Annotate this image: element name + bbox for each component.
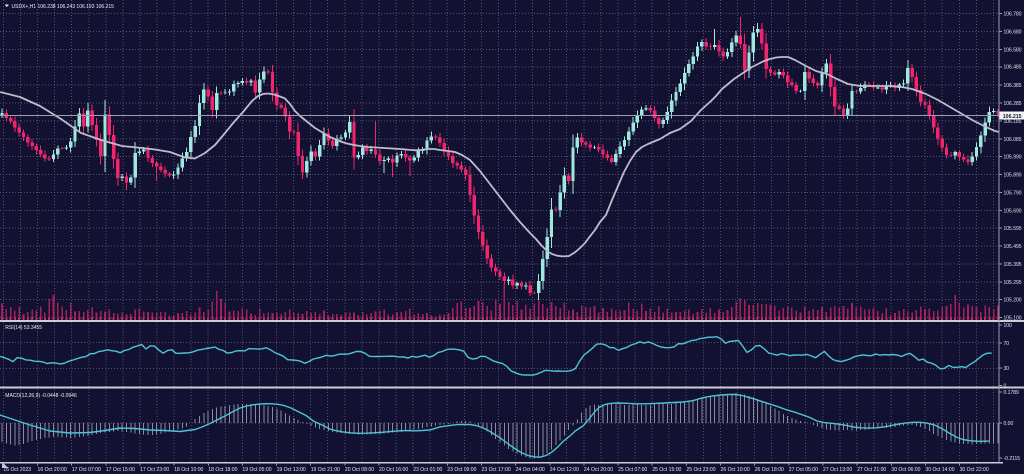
svg-text:-0.2115: -0.2115 — [1004, 456, 1021, 462]
svg-text:17 Oct 15:00: 17 Oct 15:00 — [106, 467, 135, 473]
svg-text:24 Oct 04:00: 24 Oct 04:00 — [516, 467, 545, 473]
svg-text:23 Oct 17:00: 23 Oct 17:00 — [482, 467, 511, 473]
svg-text:19 Oct 05:00: 19 Oct 05:00 — [242, 467, 271, 473]
svg-text:20 Oct 08:00: 20 Oct 08:00 — [345, 467, 374, 473]
svg-text:105.200: 105.200 — [1004, 297, 1022, 303]
svg-text:25 Oct 07:00: 25 Oct 07:00 — [618, 467, 647, 473]
svg-text:RSI(14) 53.3455: RSI(14) 53.3455 — [5, 325, 42, 331]
svg-text:19 Oct 13:00: 19 Oct 13:00 — [277, 467, 306, 473]
svg-text:105.395: 105.395 — [1004, 262, 1022, 268]
svg-text:105.790: 105.790 — [1004, 191, 1022, 197]
svg-text:16 Oct 2023: 16 Oct 2023 — [3, 467, 31, 473]
svg-text:25 Oct 15:00: 25 Oct 15:00 — [652, 467, 681, 473]
svg-text:0: 0 — [1004, 383, 1007, 389]
svg-text:106.215: 106.215 — [1003, 114, 1022, 120]
svg-text:0.00: 0.00 — [1004, 421, 1014, 427]
svg-text:25 Oct 23:00: 25 Oct 23:00 — [686, 467, 715, 473]
svg-text:105.990: 105.990 — [1004, 154, 1022, 160]
svg-text:105.595: 105.595 — [1004, 226, 1022, 232]
svg-text:106.285: 106.285 — [1004, 101, 1022, 107]
svg-text:106.780: 106.780 — [1004, 11, 1022, 17]
svg-text:27 Oct 05:00: 27 Oct 05:00 — [789, 467, 818, 473]
svg-text:30 Oct 14:00: 30 Oct 14:00 — [925, 467, 954, 473]
svg-text:106.485: 106.485 — [1004, 65, 1022, 71]
svg-text:30 Oct 06:00: 30 Oct 06:00 — [891, 467, 920, 473]
svg-text:70: 70 — [1004, 341, 1010, 347]
svg-text:20 Oct 16:00: 20 Oct 16:00 — [379, 467, 408, 473]
svg-text:27 Oct 13:00: 27 Oct 13:00 — [823, 467, 852, 473]
svg-text:24 Oct 20:00: 24 Oct 20:00 — [584, 467, 613, 473]
svg-text:105.690: 105.690 — [1004, 209, 1022, 215]
svg-text:16 Oct 20:00: 16 Oct 20:00 — [38, 467, 67, 473]
svg-text:0.1789: 0.1789 — [1004, 390, 1020, 396]
svg-text:27 Oct 21:00: 27 Oct 21:00 — [857, 467, 886, 473]
svg-text:23 Oct 01:00: 23 Oct 01:00 — [413, 467, 442, 473]
svg-text:18 Oct 18:00: 18 Oct 18:00 — [208, 467, 237, 473]
svg-text:106.580: 106.580 — [1004, 48, 1022, 54]
svg-text:17 Oct 07:00: 17 Oct 07:00 — [72, 467, 101, 473]
svg-text:30 Oct 22:00: 30 Oct 22:00 — [960, 467, 989, 473]
svg-text:30: 30 — [1004, 366, 1010, 372]
svg-text:106.385: 106.385 — [1004, 83, 1022, 89]
svg-text:USDX+,H1 106.238 106.243 106.1: USDX+,H1 106.238 106.243 106.193 106.215 — [12, 4, 115, 10]
svg-text:18 Oct 10:00: 18 Oct 10:00 — [174, 467, 203, 473]
svg-text:26 Oct 18:00: 26 Oct 18:00 — [755, 467, 784, 473]
svg-text:105.295: 105.295 — [1004, 280, 1022, 286]
svg-text:100: 100 — [1004, 323, 1013, 329]
svg-text:19 Oct 21:00: 19 Oct 21:00 — [311, 467, 340, 473]
svg-text:105.100: 105.100 — [1004, 315, 1022, 321]
svg-text:106.085: 106.085 — [1004, 137, 1022, 143]
svg-text:24 Oct 12:00: 24 Oct 12:00 — [550, 467, 579, 473]
svg-text:26 Oct 10:00: 26 Oct 10:00 — [721, 467, 750, 473]
svg-text:106.185: 106.185 — [1004, 119, 1022, 125]
svg-text:105.495: 105.495 — [1004, 244, 1022, 250]
svg-text:17 Oct 23:00: 17 Oct 23:00 — [140, 467, 169, 473]
svg-text:MACD(12,26,9) -0.0448 -0.0946: MACD(12,26,9) -0.0448 -0.0946 — [5, 393, 77, 399]
svg-text:106.680: 106.680 — [1004, 29, 1022, 35]
svg-text:23 Oct 09:00: 23 Oct 09:00 — [447, 467, 476, 473]
svg-text:105.890: 105.890 — [1004, 172, 1022, 178]
